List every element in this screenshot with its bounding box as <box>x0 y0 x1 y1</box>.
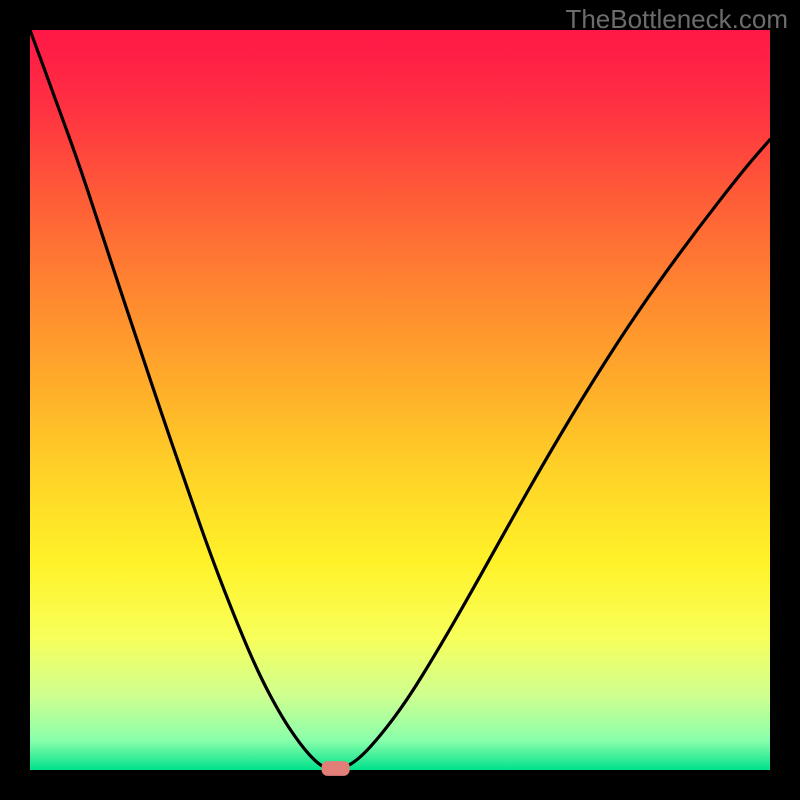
plot-background <box>30 30 770 770</box>
source-watermark: TheBottleneck.com <box>565 4 788 35</box>
bottleneck-chart <box>0 0 800 800</box>
optimal-marker <box>322 761 350 776</box>
chart-container: { "source_watermark": { "text": "TheBott… <box>0 0 800 800</box>
